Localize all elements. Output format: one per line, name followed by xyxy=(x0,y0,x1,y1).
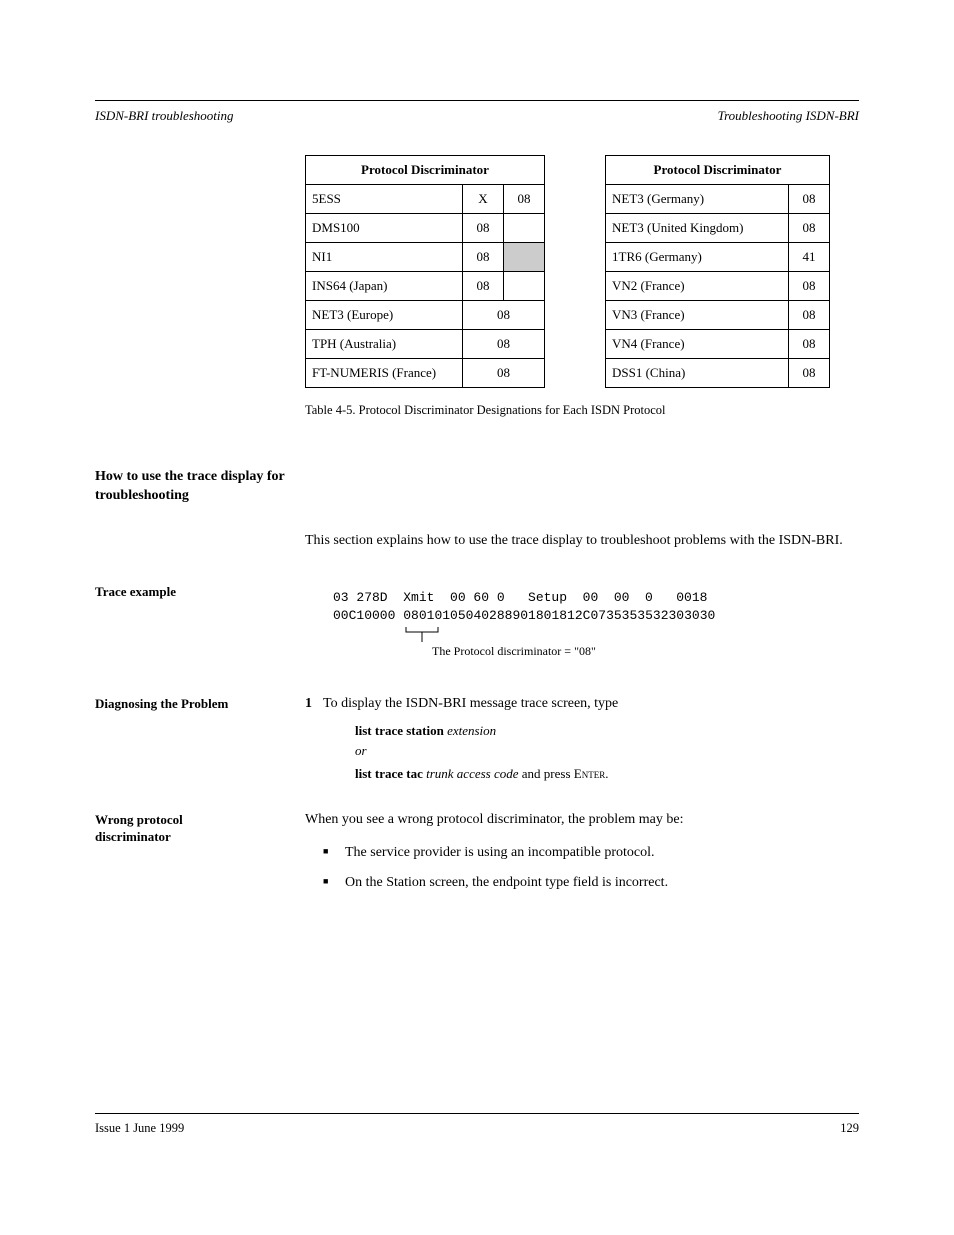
proto-val: 08 xyxy=(463,300,545,329)
table-right-title: Protocol Discriminator xyxy=(606,155,830,184)
proto-val-shaded xyxy=(504,242,545,271)
table-caption: Table 4-5. Protocol Discriminator Design… xyxy=(305,402,859,419)
proto-val: 08 xyxy=(789,329,830,358)
bracket-label: The Protocol discriminator = "08" xyxy=(432,643,596,659)
proto-val: 08 xyxy=(789,184,830,213)
section-heading: How to use the trace display for trouble… xyxy=(95,468,305,506)
trace-subheading: Trace example xyxy=(95,583,305,601)
table-row: VN2 (France) 08 xyxy=(606,271,830,300)
command-tail: and press xyxy=(522,766,574,781)
proto-label: NET3 (Germany) xyxy=(606,184,789,213)
table-row: INS64 (Japan) 08 xyxy=(306,271,545,300)
proto-val: 08 xyxy=(789,213,830,242)
trace-line2: 00C10000 08010105040288901801812C0735353… xyxy=(333,607,859,625)
table-row: VN3 (France) 08 xyxy=(606,300,830,329)
proto-label: DMS100 xyxy=(306,213,463,242)
command-2: list trace tac xyxy=(355,766,423,781)
proto-val xyxy=(504,213,545,242)
proto-val: 08 xyxy=(463,271,504,300)
procedure-step: 1 To display the ISDN-BRI message trace … xyxy=(305,695,859,714)
table-row: 5ESS X 08 xyxy=(306,184,545,213)
tables-block: Protocol Discriminator 5ESS X 08 DMS100 … xyxy=(95,155,859,449)
wrong-pd-row: Wrong protocol discriminator When you se… xyxy=(95,811,859,906)
section-intro: This section explains how to use the tra… xyxy=(305,532,859,551)
running-header: ISDN-BRI troubleshooting Troubleshooting… xyxy=(95,107,859,125)
bracket-icon xyxy=(404,625,444,645)
header-right: Troubleshooting ISDN-BRI xyxy=(718,107,859,125)
trace-display: 03 278D Xmit 00 60 0 Setup 00 00 0 0018 … xyxy=(333,589,859,669)
proto-label: NET3 (United Kingdom) xyxy=(606,213,789,242)
proto-label: VN2 (France) xyxy=(606,271,789,300)
proto-val: 08 xyxy=(789,358,830,387)
command-1: list trace station xyxy=(355,723,444,738)
or-text: or xyxy=(355,742,859,760)
wrong-pd-list: The service provider is using an incompa… xyxy=(323,844,859,894)
proto-val: X xyxy=(463,184,504,213)
table-row: VN4 (France) 08 xyxy=(606,329,830,358)
proto-label: TPH (Australia) xyxy=(306,329,463,358)
proto-label: FT-NUMERIS (France) xyxy=(306,358,463,387)
section-heading-row: How to use the trace display for trouble… xyxy=(95,468,859,520)
tables-wrap: Protocol Discriminator 5ESS X 08 DMS100 … xyxy=(305,155,859,388)
section-intro-row: This section explains how to use the tra… xyxy=(95,532,859,565)
list-item: On the Station screen, the endpoint type… xyxy=(323,874,859,893)
step-text: To display the ISDN-BRI message trace sc… xyxy=(323,695,618,714)
command-2-arg: trunk access code xyxy=(426,766,518,781)
step-number: 1 xyxy=(305,695,323,714)
protocol-table-right: Protocol Discriminator NET3 (Germany) 08… xyxy=(605,155,830,388)
proto-label: DSS1 (China) xyxy=(606,358,789,387)
page-footer: Issue 1 June 1999 129 xyxy=(95,1113,859,1137)
proto-val: 08 xyxy=(789,300,830,329)
proto-label: 1TR6 (Germany) xyxy=(606,242,789,271)
table-row: TPH (Australia) 08 xyxy=(306,329,545,358)
period: . xyxy=(605,766,608,781)
trace-row: Trace example 03 278D Xmit 00 60 0 Setup… xyxy=(95,583,859,685)
proto-val: 08 xyxy=(504,184,545,213)
proto-label: VN3 (France) xyxy=(606,300,789,329)
enter-key: Enter xyxy=(574,766,605,781)
trace-line1: 03 278D Xmit 00 60 0 Setup 00 00 0 0018 xyxy=(333,589,859,607)
proto-label: INS64 (Japan) xyxy=(306,271,463,300)
footer-rule xyxy=(95,1113,859,1114)
proto-label: 5ESS xyxy=(306,184,463,213)
proto-val: 08 xyxy=(463,213,504,242)
diagnosing-heading: Diagnosing the Problem xyxy=(95,695,305,713)
header-left: ISDN-BRI troubleshooting xyxy=(95,107,234,125)
protocol-table-left: Protocol Discriminator 5ESS X 08 DMS100 … xyxy=(305,155,545,388)
wrong-pd-intro: When you see a wrong protocol discrimina… xyxy=(305,811,859,830)
table-row: NET3 (Germany) 08 xyxy=(606,184,830,213)
top-rule xyxy=(95,100,859,101)
table-row: DSS1 (China) 08 xyxy=(606,358,830,387)
table-row: NI1 08 xyxy=(306,242,545,271)
proto-val xyxy=(504,271,545,300)
proto-val: 08 xyxy=(463,358,545,387)
command-1-arg: extension xyxy=(447,723,496,738)
proto-label: NET3 (Europe) xyxy=(306,300,463,329)
list-item: The service provider is using an incompa… xyxy=(323,844,859,863)
page-number: 129 xyxy=(840,1120,859,1137)
diagnosing-row: Diagnosing the Problem 1 To display the … xyxy=(95,695,859,789)
proto-val: 08 xyxy=(789,271,830,300)
table-row: DMS100 08 xyxy=(306,213,545,242)
table-row: 1TR6 (Germany) 41 xyxy=(606,242,830,271)
proto-label: VN4 (France) xyxy=(606,329,789,358)
wrong-pd-heading: Wrong protocol discriminator xyxy=(95,811,245,846)
proto-val: 08 xyxy=(463,242,504,271)
proto-val: 08 xyxy=(463,329,545,358)
table-row: NET3 (Europe) 08 xyxy=(306,300,545,329)
table-row: NET3 (United Kingdom) 08 xyxy=(606,213,830,242)
table-row: FT-NUMERIS (France) 08 xyxy=(306,358,545,387)
page: ISDN-BRI troubleshooting Troubleshooting… xyxy=(0,0,954,1235)
table-left-title: Protocol Discriminator xyxy=(306,155,545,184)
proto-val: 41 xyxy=(789,242,830,271)
proto-label: NI1 xyxy=(306,242,463,271)
footer-issue: Issue 1 June 1999 xyxy=(95,1120,184,1137)
